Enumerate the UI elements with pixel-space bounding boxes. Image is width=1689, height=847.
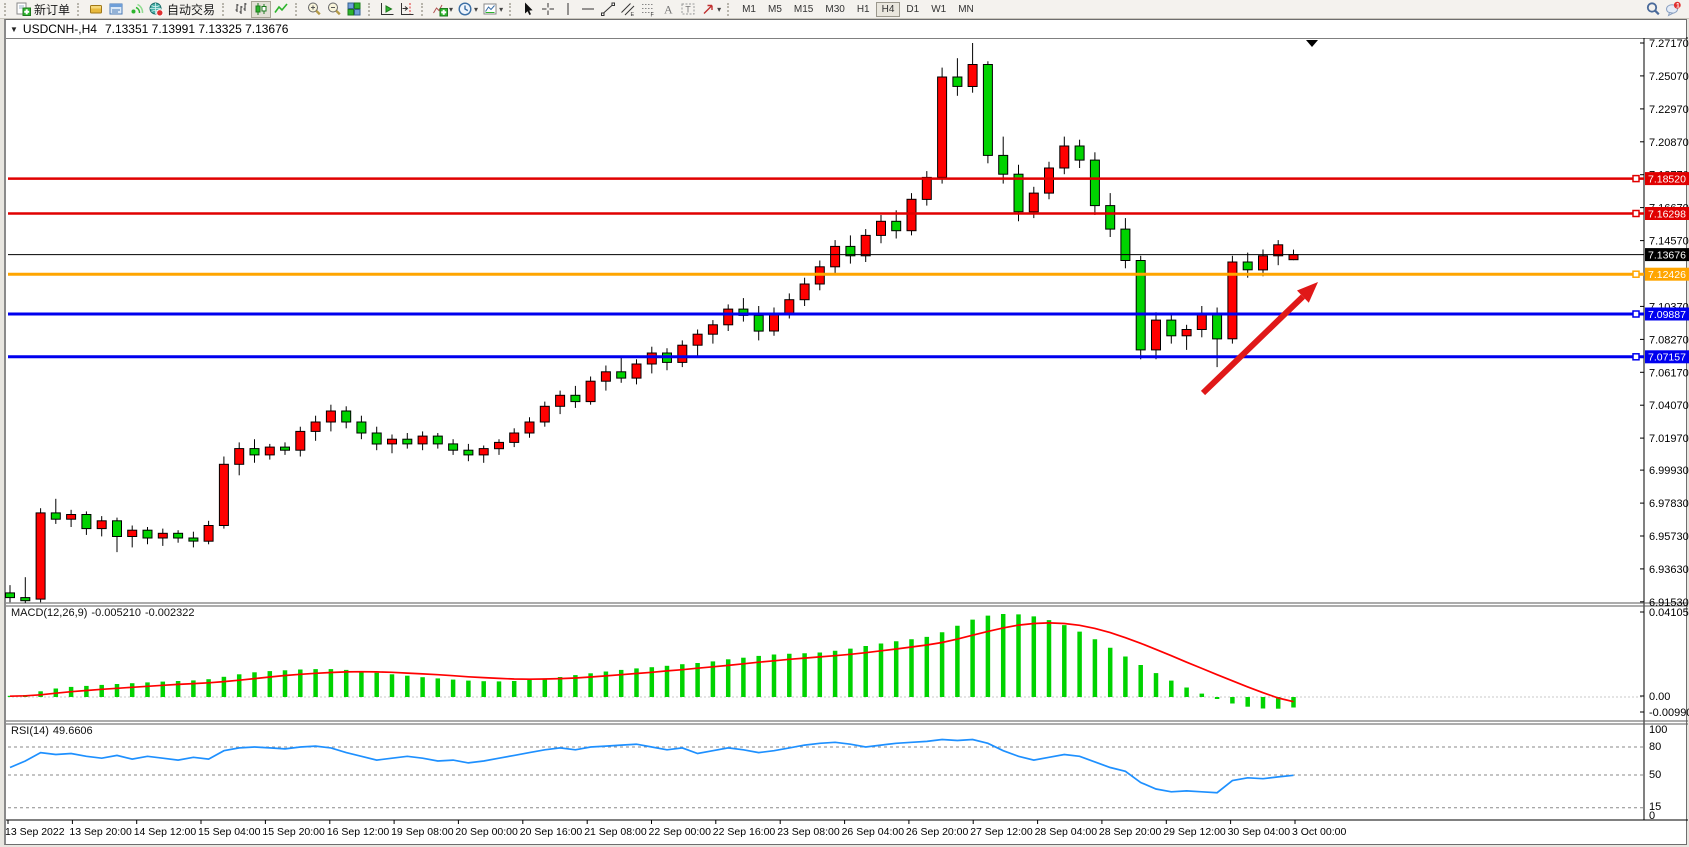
- toolbar-grip: [421, 2, 427, 16]
- chart-shift-button[interactable]: [397, 1, 417, 18]
- arrows-button[interactable]: ▾: [698, 1, 723, 18]
- templates-button[interactable]: ▾: [480, 1, 505, 18]
- macd-indicator-label: MACD(12,26,9) -0.005210 -0.002322: [11, 607, 199, 619]
- tile-windows-button[interactable]: [344, 1, 364, 18]
- indicators-button[interactable]: ▾: [430, 1, 455, 18]
- timeframe-d1-button[interactable]: D1: [906, 3, 920, 15]
- auto-trading-button[interactable]: [146, 1, 166, 18]
- chart-window: [4, 19, 1687, 845]
- crosshair-icon: [542, 3, 555, 15]
- svg-text:T: T: [685, 5, 691, 15]
- toolbar-grip: [77, 2, 83, 16]
- macd-value-main: -0.005210: [91, 607, 141, 619]
- vertical-line-button[interactable]: [558, 1, 578, 18]
- auto-trading-label[interactable]: 自动交易: [167, 2, 216, 17]
- toolbar-grip: [222, 2, 228, 16]
- periods-button[interactable]: ▾: [455, 1, 480, 18]
- timeframe-h1-button[interactable]: H1: [856, 3, 870, 15]
- data-window-icon: [109, 3, 123, 15]
- text-label-button[interactable]: T: [678, 1, 698, 18]
- vertical-line-icon: [567, 3, 569, 15]
- bar-chart-button[interactable]: [231, 1, 251, 18]
- chart-title-bar: ▼ USDCNH-,H4 7.13351 7.13991 7.13325 7.1…: [6, 20, 1686, 38]
- timeframe-mn-button[interactable]: MN: [958, 3, 974, 15]
- periods-icon: [458, 2, 472, 16]
- signals-button[interactable]: [126, 1, 146, 18]
- candlestick-chart-button[interactable]: [251, 0, 272, 18]
- text-button[interactable]: A: [658, 1, 678, 18]
- zoom-out-icon: [328, 2, 341, 16]
- toolbar-grip: [368, 2, 374, 16]
- templates-icon: [483, 3, 497, 15]
- collapse-triangle-icon[interactable]: ▼: [10, 24, 18, 34]
- arrows-icon: [703, 4, 713, 14]
- dropdown-caret-icon[interactable]: ▾: [449, 4, 454, 14]
- svg-text:F: F: [651, 13, 655, 18]
- signals-icon: [131, 3, 144, 14]
- toolbar-grip: [295, 2, 301, 16]
- rsi-value: 49.6606: [52, 725, 93, 737]
- dropdown-caret-icon[interactable]: ▾: [499, 4, 504, 14]
- auto-trading-icon: [149, 2, 164, 17]
- fibonacci-icon: F: [642, 4, 655, 18]
- dropdown-caret-icon[interactable]: ▾: [474, 4, 479, 14]
- new-order-label[interactable]: 新订单: [34, 2, 71, 17]
- crosshair-button[interactable]: [538, 1, 558, 18]
- macd-name: MACD(12,26,9): [11, 607, 88, 619]
- data-window-button[interactable]: [106, 1, 126, 18]
- search-button[interactable]: [1643, 1, 1663, 18]
- indicators-icon: [433, 4, 449, 17]
- toolbar-grip: [727, 2, 733, 16]
- market-watch-button[interactable]: [86, 1, 106, 18]
- new-order-icon: [16, 2, 31, 16]
- timeframe-m5-button[interactable]: M5: [768, 3, 782, 15]
- horizontal-line-icon: [582, 8, 595, 10]
- toolbar-grip: [4, 2, 10, 16]
- chat-button[interactable]: 1: [1663, 1, 1683, 18]
- dropdown-caret-icon[interactable]: ▾: [717, 4, 722, 14]
- timeframe-m30-button[interactable]: M30: [825, 3, 845, 15]
- chart-shift-icon: [401, 3, 414, 15]
- trendline-icon: [601, 2, 616, 16]
- market-watch-icon: [90, 5, 103, 14]
- trendline-button[interactable]: [598, 1, 618, 18]
- chart-symbol-period: USDCNH-,H4: [22, 22, 97, 36]
- timeframe-h4-button[interactable]: H4: [875, 1, 901, 17]
- rsi-indicator-label: RSI(14) 49.6606: [11, 725, 97, 737]
- fibonacci-button[interactable]: F: [638, 1, 658, 18]
- svg-text:E: E: [631, 12, 635, 17]
- svg-text:1: 1: [1676, 3, 1680, 10]
- horizontal-line-button[interactable]: [578, 1, 598, 18]
- text-icon: A: [664, 3, 673, 17]
- rsi-name: RSI(14): [11, 725, 49, 737]
- cursor-icon: [525, 2, 533, 15]
- timeframe-w1-button[interactable]: W1: [931, 3, 947, 15]
- timeframe-m1-button[interactable]: M1: [742, 3, 756, 15]
- svg-text:A: A: [664, 3, 673, 17]
- new-order-button[interactable]: [13, 1, 33, 18]
- main-toolbar: 新订单 自动交易 ▾ ▾ ▾ E F A T ▾ M1 M5 M15 M30 H1 H4 D1 W1 MN 1: [0, 0, 1689, 19]
- chart-ohlc-quotes: 7.13351 7.13991 7.13325 7.13676: [104, 22, 289, 36]
- zoom-in-button[interactable]: [304, 1, 324, 18]
- zoom-in-icon: [308, 2, 321, 16]
- text-label-icon: T: [681, 3, 695, 15]
- candlestick-chart-icon: [255, 3, 267, 15]
- cursor-button[interactable]: [518, 1, 538, 18]
- macd-value-signal: -0.002322: [144, 607, 195, 619]
- zoom-out-button[interactable]: [324, 1, 344, 18]
- timeframe-m15-button[interactable]: M15: [793, 3, 814, 15]
- auto-scroll-button[interactable]: [377, 1, 397, 18]
- line-chart-button[interactable]: [271, 1, 291, 18]
- chat-icon: 1: [1666, 1, 1681, 17]
- search-icon: [1646, 2, 1660, 16]
- line-chart-icon: [274, 3, 288, 13]
- equidistant-channel-icon: E: [621, 3, 635, 17]
- tile-windows-icon: [347, 2, 361, 16]
- equidistant-channel-button[interactable]: E: [618, 1, 638, 18]
- auto-scroll-icon: [381, 3, 394, 15]
- bar-chart-icon: [235, 3, 247, 14]
- toolbar-grip: [509, 2, 515, 16]
